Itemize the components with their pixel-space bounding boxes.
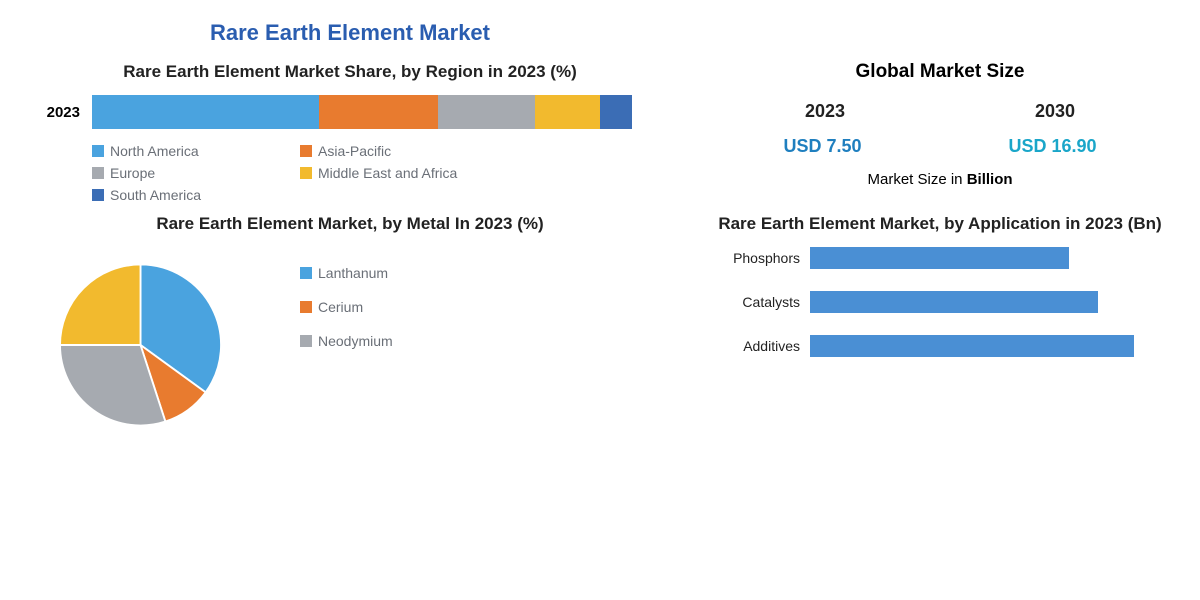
legend-label: North America bbox=[110, 143, 199, 159]
stacked-bar-year-label: 2023 bbox=[30, 104, 80, 121]
legend-item: Asia-Pacific bbox=[300, 143, 480, 159]
legend-swatch bbox=[92, 167, 104, 179]
legend-label: Lanthanum bbox=[318, 265, 388, 281]
stacked-bar bbox=[92, 95, 632, 129]
legend-label: Neodymium bbox=[318, 333, 393, 349]
pie-chart bbox=[30, 255, 270, 435]
pie-slice bbox=[60, 265, 141, 346]
legend-label: Middle East and Africa bbox=[318, 165, 457, 181]
legend-item: Europe bbox=[92, 165, 272, 181]
metal-pie-panel: Rare Earth Element Market, by Metal In 2… bbox=[30, 213, 670, 435]
legend-swatch bbox=[300, 301, 312, 313]
hbar-row: Additives bbox=[710, 335, 1170, 357]
hbar-fill bbox=[810, 247, 1069, 269]
hbar-fill bbox=[810, 335, 1134, 357]
legend-item: North America bbox=[92, 143, 272, 159]
legend-label: Europe bbox=[110, 165, 155, 181]
dashboard-grid: Rare Earth Element Market Share, by Regi… bbox=[30, 61, 1170, 435]
legend-swatch bbox=[300, 145, 312, 157]
region-legend: North America Asia-Pacific Europe Middle Ea… bbox=[92, 143, 670, 203]
hbar-label: Phosphors bbox=[710, 250, 800, 266]
legend-swatch bbox=[300, 335, 312, 347]
stacked-segment bbox=[319, 95, 438, 129]
hbar-track bbox=[810, 335, 1170, 357]
stacked-bar-row: 2023 bbox=[30, 95, 670, 129]
market-size-title: Global Market Size bbox=[710, 61, 1170, 83]
legend-item: Cerium bbox=[300, 299, 480, 315]
legend-swatch bbox=[300, 167, 312, 179]
hbar-row: Phosphors bbox=[710, 247, 1170, 269]
legend-swatch bbox=[300, 267, 312, 279]
market-size-panel: Global Market Size 2023 2030 USD 7.50 US… bbox=[710, 61, 1170, 203]
hbar-label: Catalysts bbox=[710, 294, 800, 310]
legend-label: Asia-Pacific bbox=[318, 143, 391, 159]
legend-item: Middle East and Africa bbox=[300, 165, 480, 181]
metal-pie-title: Rare Earth Element Market, by Metal In 2… bbox=[30, 213, 670, 235]
legend-label: South America bbox=[110, 187, 201, 203]
application-bar-title: Rare Earth Element Market, by Applicatio… bbox=[710, 213, 1170, 235]
market-size-value-2023: USD 7.50 bbox=[783, 136, 861, 157]
market-size-unit-bold: Billion bbox=[967, 171, 1013, 188]
market-size-year-2030: 2030 bbox=[1035, 101, 1075, 122]
region-share-title: Rare Earth Element Market Share, by Regi… bbox=[30, 61, 670, 83]
hbar-fill bbox=[810, 291, 1098, 313]
hbar-track bbox=[810, 247, 1170, 269]
market-size-unit-prefix: Market Size in bbox=[867, 171, 966, 188]
hbar-label: Additives bbox=[710, 338, 800, 354]
region-share-panel: Rare Earth Element Market Share, by Regi… bbox=[30, 61, 670, 203]
market-size-unit: Market Size in Billion bbox=[710, 171, 1170, 188]
market-size-year-2023: 2023 bbox=[805, 101, 845, 122]
stacked-segment bbox=[600, 95, 632, 129]
legend-label: Cerium bbox=[318, 299, 363, 315]
page-title: Rare Earth Element Market bbox=[210, 20, 1170, 46]
legend-item: Neodymium bbox=[300, 333, 480, 349]
hbar-track bbox=[810, 291, 1170, 313]
hbar-row: Catalysts bbox=[710, 291, 1170, 313]
market-size-values: USD 7.50 USD 16.90 bbox=[710, 136, 1170, 157]
legend-swatch bbox=[92, 189, 104, 201]
stacked-segment bbox=[535, 95, 600, 129]
stacked-segment bbox=[438, 95, 535, 129]
market-size-value-2030: USD 16.90 bbox=[1008, 136, 1096, 157]
legend-item: South America bbox=[92, 187, 272, 203]
pie-row: Lanthanum Cerium Neodymium bbox=[30, 255, 670, 435]
legend-swatch bbox=[92, 145, 104, 157]
stacked-segment bbox=[92, 95, 319, 129]
application-bar-chart: Phosphors Catalysts Additives bbox=[710, 247, 1170, 357]
legend-item: Lanthanum bbox=[300, 265, 480, 281]
market-size-years: 2023 2030 bbox=[710, 101, 1170, 122]
application-bar-panel: Rare Earth Element Market, by Applicatio… bbox=[710, 213, 1170, 435]
pie-legend: Lanthanum Cerium Neodymium bbox=[300, 265, 480, 349]
